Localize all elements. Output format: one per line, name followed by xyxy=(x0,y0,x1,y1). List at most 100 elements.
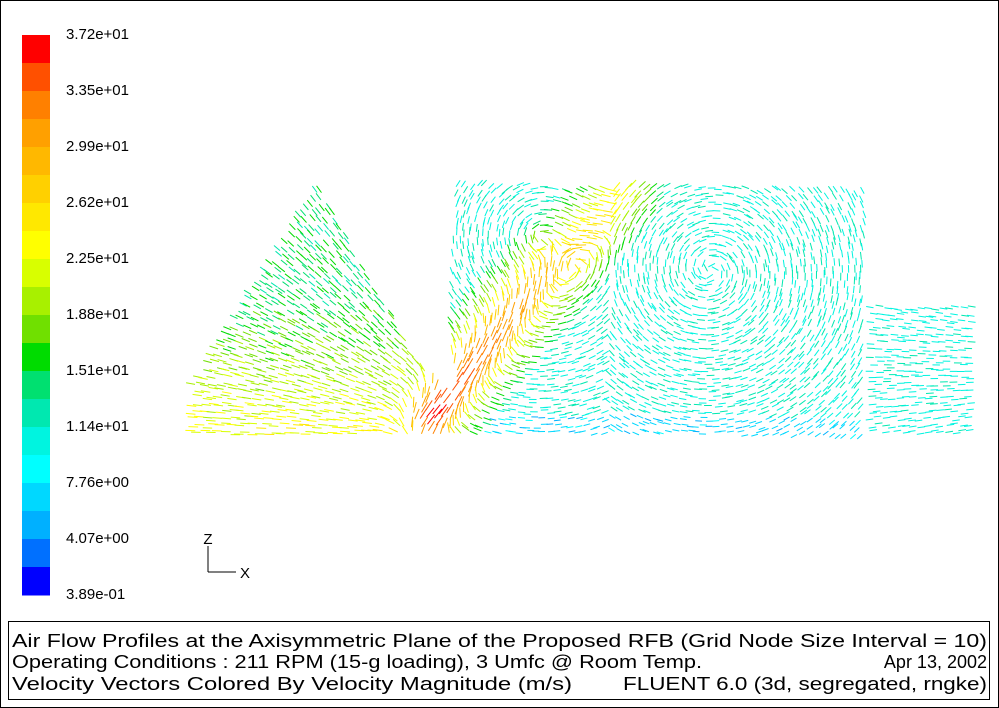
vector xyxy=(951,399,958,400)
vector xyxy=(925,335,932,336)
vector xyxy=(477,237,478,245)
vector xyxy=(891,340,898,341)
vector xyxy=(938,342,946,343)
vector xyxy=(954,405,961,406)
vector xyxy=(532,356,540,357)
vector xyxy=(875,398,883,399)
colorbar-band xyxy=(22,91,50,120)
vector xyxy=(959,398,967,399)
colorbar-label: 2.99e+01 xyxy=(66,138,129,155)
vector xyxy=(425,383,426,393)
colorbar-label: 3.35e+01 xyxy=(66,82,129,99)
footer-date: Apr 13, 2002 xyxy=(884,652,987,672)
vector xyxy=(694,371,701,372)
vector xyxy=(964,396,971,397)
vector xyxy=(911,405,918,406)
colorbar-band xyxy=(22,539,50,568)
footer-description: Velocity Vectors Colored By Velocity Mag… xyxy=(12,674,572,694)
vector xyxy=(916,334,923,335)
vector xyxy=(778,264,779,271)
vector xyxy=(203,417,212,418)
vector xyxy=(248,423,257,424)
window-frame xyxy=(1,1,999,708)
vector xyxy=(891,406,898,407)
triad-z-label: Z xyxy=(203,531,212,548)
vector xyxy=(469,227,470,235)
vector xyxy=(902,396,910,397)
vector xyxy=(712,379,719,380)
vector xyxy=(901,336,909,337)
vector xyxy=(839,259,840,267)
vector xyxy=(958,340,966,341)
vector xyxy=(925,398,933,399)
vector xyxy=(936,334,944,335)
vector xyxy=(834,258,835,265)
vector xyxy=(792,277,793,284)
vector xyxy=(940,403,948,404)
vector xyxy=(699,308,706,309)
colorbar-label: 2.25e+01 xyxy=(66,250,129,267)
vector xyxy=(712,413,720,414)
vector xyxy=(946,335,954,336)
vector xyxy=(235,425,245,426)
colorbar-band xyxy=(22,455,50,484)
vector xyxy=(286,428,296,429)
colorbar-label: 7.76e+00 xyxy=(66,474,129,491)
colorbar-label: 1.14e+01 xyxy=(66,418,129,435)
vector xyxy=(923,343,930,344)
vector xyxy=(539,267,540,278)
colorbar-band xyxy=(22,231,50,260)
colorbar-band xyxy=(22,63,50,92)
colorbar-label: 1.88e+01 xyxy=(66,306,129,323)
vector xyxy=(580,235,590,236)
vector xyxy=(688,430,695,431)
vector xyxy=(670,266,671,274)
vector xyxy=(692,410,700,411)
vector xyxy=(206,420,216,421)
vector xyxy=(719,431,726,432)
vector xyxy=(897,337,905,338)
vector xyxy=(897,398,904,399)
colorbar-band xyxy=(22,315,50,344)
vector xyxy=(469,393,470,403)
vector xyxy=(953,334,961,335)
vector xyxy=(844,280,845,287)
colorbar-band xyxy=(22,399,50,428)
vector xyxy=(880,399,888,400)
colorbar-band xyxy=(22,259,50,288)
vector xyxy=(643,258,644,266)
vector xyxy=(708,340,716,341)
colorbar-band xyxy=(22,203,50,232)
footer-conditions: Operating Conditions : 211 RPM (15-g loa… xyxy=(12,652,702,672)
vector xyxy=(657,266,658,274)
triad-x-label: X xyxy=(240,565,250,582)
vector xyxy=(908,340,915,341)
vector xyxy=(637,256,638,264)
vector xyxy=(706,211,713,212)
vector xyxy=(901,405,909,406)
vector xyxy=(716,195,724,196)
vector xyxy=(262,424,272,425)
vector xyxy=(468,238,469,246)
vector xyxy=(518,406,526,407)
vector xyxy=(553,274,554,284)
vector xyxy=(550,319,559,320)
vector xyxy=(715,406,723,407)
vector xyxy=(826,260,827,268)
vector xyxy=(946,396,953,397)
colorbar-band xyxy=(22,511,50,540)
vector xyxy=(546,398,554,399)
vector xyxy=(888,399,895,400)
colorbar-band xyxy=(22,427,50,456)
vector xyxy=(944,405,952,406)
vector xyxy=(768,265,769,273)
colorbar-band xyxy=(22,147,50,176)
vector xyxy=(926,403,934,404)
vector xyxy=(747,267,748,275)
vector xyxy=(918,398,926,399)
footer-solver: FLUENT 6.0 (3d, segregated, rngke) xyxy=(623,674,987,694)
vector xyxy=(540,365,548,366)
vector xyxy=(340,431,350,432)
vector xyxy=(968,342,976,343)
colorbar-label: 3.72e+01 xyxy=(66,26,129,43)
